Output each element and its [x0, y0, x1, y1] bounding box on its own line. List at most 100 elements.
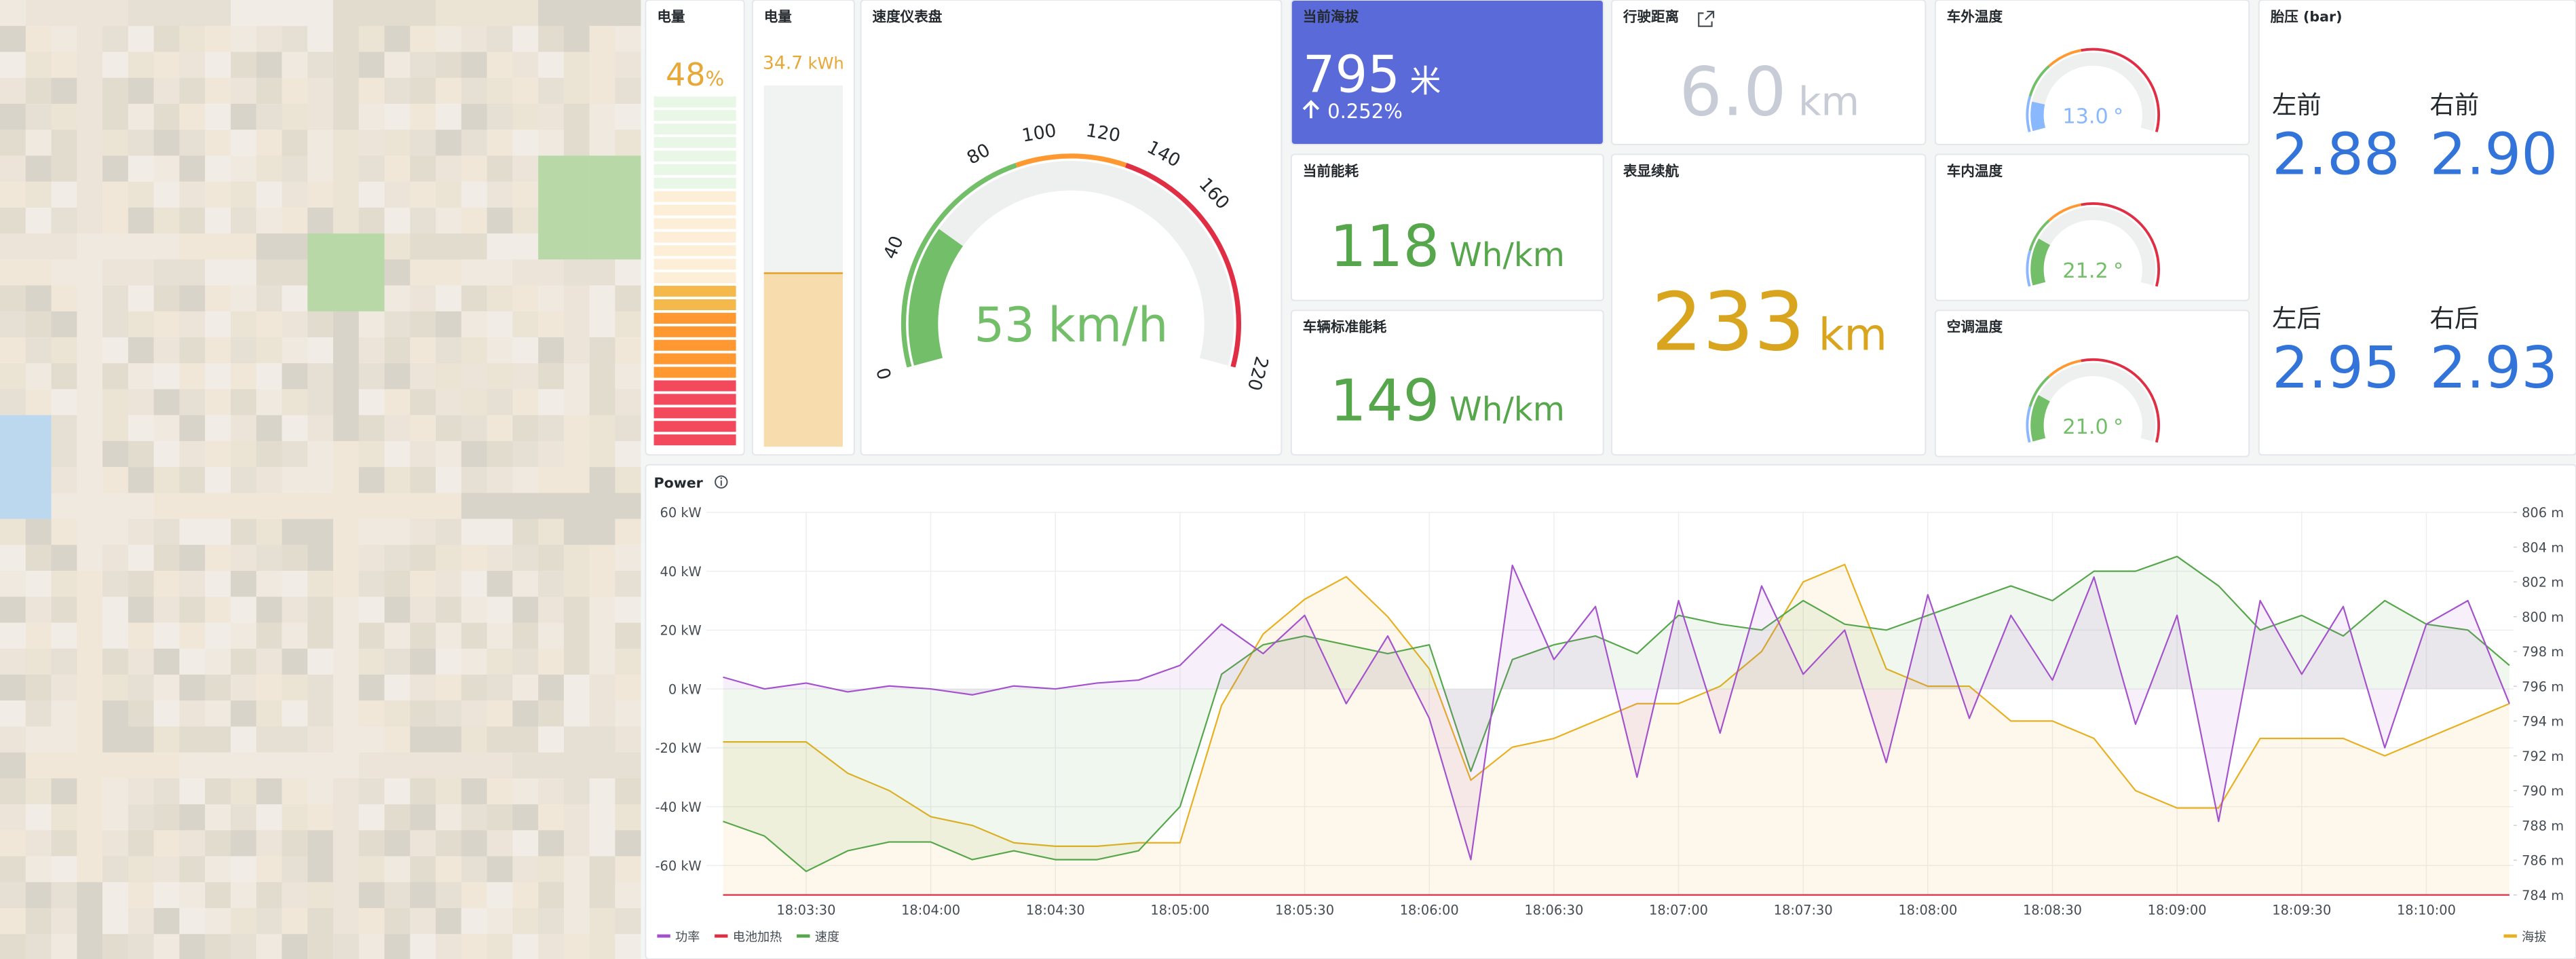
y2-tick-label: 790 m: [2522, 783, 2564, 799]
x-tick-label: 18:04:30: [1026, 903, 1085, 918]
map-tile: [153, 103, 180, 130]
map-tile: [615, 77, 641, 105]
map-tile: [615, 181, 641, 208]
map-tile: [358, 648, 385, 675]
map-tile: [563, 467, 590, 493]
map-tile: [538, 804, 565, 831]
map-tile: [410, 259, 436, 286]
map-tile: [77, 103, 103, 130]
map-tile: [282, 648, 308, 675]
map-tile: [179, 363, 206, 390]
map-tile: [487, 571, 513, 597]
map-tile: [512, 26, 539, 52]
map-tile: [333, 493, 359, 519]
map-tile: [25, 181, 52, 208]
map-tile: [538, 544, 565, 571]
map-tile: [179, 467, 206, 493]
x-tick-label: 18:04:00: [901, 903, 960, 918]
map-tile: [179, 934, 206, 959]
map-tile: [25, 103, 52, 130]
map-tile: [436, 337, 462, 364]
stat-value: 233 km: [1652, 275, 1888, 369]
map-tile: [0, 700, 26, 727]
map-tile: [128, 804, 154, 831]
map-tile: [563, 337, 590, 364]
y2-tick-label: 784 m: [2522, 888, 2564, 903]
map-tile: [0, 622, 26, 649]
map-tile: [0, 467, 26, 493]
map-tile: [589, 26, 615, 52]
map-tile: [102, 804, 129, 831]
map-tile: [384, 259, 411, 286]
map-tile: [410, 700, 436, 727]
map-tile: [307, 337, 334, 364]
x-tick-label: 18:05:30: [1275, 903, 1334, 918]
map-tile: [589, 622, 615, 649]
map-tile: [77, 597, 103, 623]
map-tile: [102, 856, 129, 883]
map-tile: [179, 648, 206, 675]
y-tick-label: -40 kW: [656, 800, 702, 815]
map-tile: [358, 440, 385, 468]
panel-title: 空调温度: [1947, 319, 2003, 335]
map-tile: [410, 622, 436, 649]
bar-segment-empty: [654, 164, 736, 175]
map-tile: [282, 804, 308, 831]
map-tile: [256, 77, 282, 105]
map-tile: [153, 52, 180, 78]
map-tile: [51, 907, 77, 935]
map-tile: [205, 674, 231, 701]
map-tile: [128, 519, 154, 546]
value: 795: [1303, 45, 1400, 105]
bar-segment: [654, 434, 736, 446]
y2-tick-label: 802 m: [2522, 575, 2564, 590]
map-tile: [102, 311, 129, 338]
map-tile: [410, 907, 436, 935]
map-tile: [51, 26, 77, 52]
map-tile: [461, 519, 487, 546]
map-tile: [0, 103, 26, 130]
map-tile: [461, 467, 487, 493]
map-tile: [282, 882, 308, 909]
map-tile: [538, 467, 565, 493]
map-tile: [102, 130, 129, 156]
map-tile: [153, 726, 180, 753]
map-tile: [615, 752, 641, 779]
map-tile: [230, 181, 257, 208]
map-tile: [512, 389, 539, 415]
map-tile: [102, 259, 129, 286]
map-tile: [51, 622, 77, 649]
value: 21.2: [2062, 259, 2108, 283]
map-tile: [102, 882, 129, 909]
map-tile: [230, 493, 257, 519]
map-tile: [410, 77, 436, 105]
unit: 米: [1410, 63, 1441, 100]
bar-segment-empty: [654, 96, 736, 108]
map-tile: [25, 415, 52, 442]
bar-segment-empty: [654, 150, 736, 162]
map-tile: [307, 130, 334, 156]
gauge-track: [2030, 52, 2156, 132]
map-tile: [256, 804, 282, 831]
map-tile: [538, 519, 565, 546]
map-tile: [0, 752, 26, 779]
map-tile: [153, 0, 180, 26]
map-tile: [307, 726, 334, 753]
map-tile: [307, 493, 334, 519]
map-tile: [25, 571, 52, 597]
stat-value: 795 米: [1303, 45, 1441, 105]
map-tile: [256, 597, 282, 623]
gauge-threshold: [2048, 203, 2081, 222]
map-tile: [615, 467, 641, 493]
unit: %: [706, 67, 725, 90]
map-tile: [333, 907, 359, 935]
value: 118: [1330, 212, 1440, 280]
map-tile: [179, 311, 206, 338]
map-tile: [282, 622, 308, 649]
map-tile: [436, 389, 462, 415]
map-tile: [358, 752, 385, 779]
map-tile: [205, 882, 231, 909]
map-tile: [256, 207, 282, 234]
map-tile: [589, 907, 615, 935]
map-tile: [589, 285, 615, 312]
